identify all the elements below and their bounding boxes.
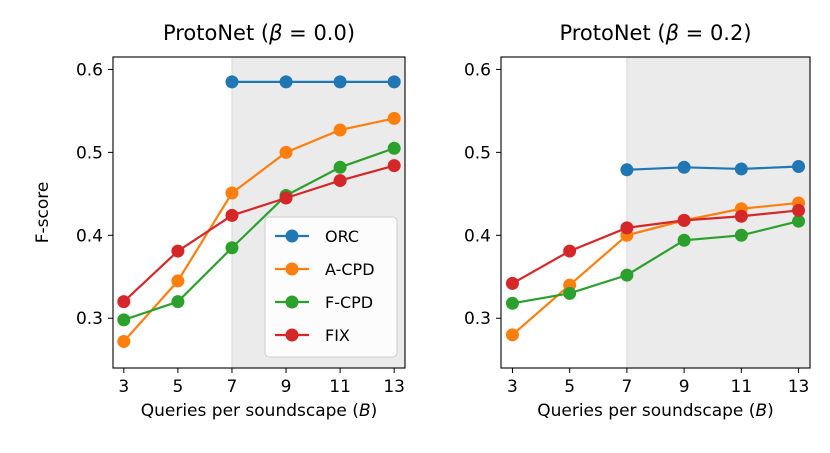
data-point-orc [734,162,748,176]
series-layer [117,75,401,348]
legend-label-orc: ORC [325,227,359,246]
x-tick-label: 5 [172,377,183,397]
data-point-f-cpd [677,233,691,247]
data-point-a-cpd [225,186,239,200]
data-point-f-cpd [505,296,519,310]
data-point-fix [563,244,577,258]
data-point-fix [734,209,748,223]
data-point-fix [677,213,691,227]
series-line-f-cpd [512,220,799,305]
series-line-f-cpd [123,147,395,321]
data-point-fix [792,203,806,217]
data-point-a-cpd [279,145,293,159]
chart-title: ProtoNet (β = 0.0) [163,21,355,45]
axes-frame [112,56,406,369]
legend-marker-a-cpd [285,262,299,276]
y-axis-label: F-score [33,182,53,244]
data-point-fix [171,244,185,258]
data-point-orc [792,159,806,173]
y-tick-label: 0.4 [464,226,491,246]
legend-label-f-cpd: F-CPD [325,293,373,312]
data-point-fix [505,276,519,290]
data-point-f-cpd [387,141,401,155]
x-tick-label: 5 [564,377,575,397]
series-layer [505,159,806,342]
y-tick-label: 0.5 [76,143,103,163]
series-line-a-cpd [122,117,395,343]
legend-box [264,216,398,358]
y-tick-label: 0.6 [464,60,491,80]
data-point-f-cpd [333,160,347,174]
data-point-f-cpd [734,228,748,242]
data-point-a-cpd [171,274,185,288]
data-point-f-cpd [620,268,634,282]
data-point-f-cpd [792,214,806,228]
y-tick-label: 0.4 [76,226,103,246]
x-tick-label: 11 [329,377,351,397]
data-point-f-cpd [171,295,185,309]
x-tick-label: 13 [788,377,810,397]
x-axis-label: Queries per soundscape (B) [141,401,378,421]
legend: ORC A-CPD F-CPD FIX [264,216,398,358]
x-tick-label: 9 [281,377,292,397]
series-line-orc [626,165,799,171]
data-point-a-cpd [117,334,131,348]
chart-title: ProtoNet (β = 0.2) [559,21,751,45]
x-tick-label: 7 [621,377,632,397]
data-point-fix [117,295,131,309]
data-point-fix [387,159,401,173]
x-tick-label: 3 [118,377,129,397]
data-point-f-cpd [563,286,577,300]
x-tick-label: 3 [507,377,518,397]
series-line-fix [123,164,395,303]
x-tick-label: 7 [227,377,238,397]
data-point-orc [620,163,634,177]
legend-marker-orc [285,229,299,243]
data-point-fix [333,174,347,188]
data-point-orc [333,75,347,89]
legend-label-fix: FIX [325,326,350,345]
data-point-fix [620,221,634,235]
data-point-fix [225,208,239,222]
legend-label-a-cpd: A-CPD [325,260,375,279]
y-tick-label: 0.5 [464,143,491,163]
data-point-f-cpd [117,313,131,327]
legend-marker-fix [285,328,299,342]
x-tick-label: 13 [383,377,405,397]
axes-frame [500,56,811,369]
y-tick-label: 0.6 [76,60,103,80]
data-point-f-cpd [225,241,239,255]
y-tick-label: 0.3 [464,309,491,329]
legend-marker-f-cpd [285,295,299,309]
data-point-orc [225,75,239,89]
data-point-a-cpd [505,328,519,342]
series-line-a-cpd [511,201,799,336]
data-point-orc [387,75,401,89]
data-point-orc [677,160,691,174]
data-point-orc [279,75,293,89]
data-point-a-cpd [387,111,401,125]
y-tick-label: 0.3 [76,309,103,329]
chart-panel-beta-0.2: 3 5 7 9 11 130.30.40.50.6 ProtoNet (β = 0.2) … [464,21,811,421]
data-point-a-cpd [333,123,347,137]
x-axis-label: Queries per soundscape (B) [537,401,774,421]
series-line-fix [511,209,799,285]
x-tick-label: 9 [679,377,690,397]
chart-panel-beta-0: 3 5 7 9 11 130.30.40.50.6 ProtoNet (β = 0.0) … [33,21,406,421]
data-point-fix [279,191,293,205]
x-tick-label: 11 [731,377,753,397]
